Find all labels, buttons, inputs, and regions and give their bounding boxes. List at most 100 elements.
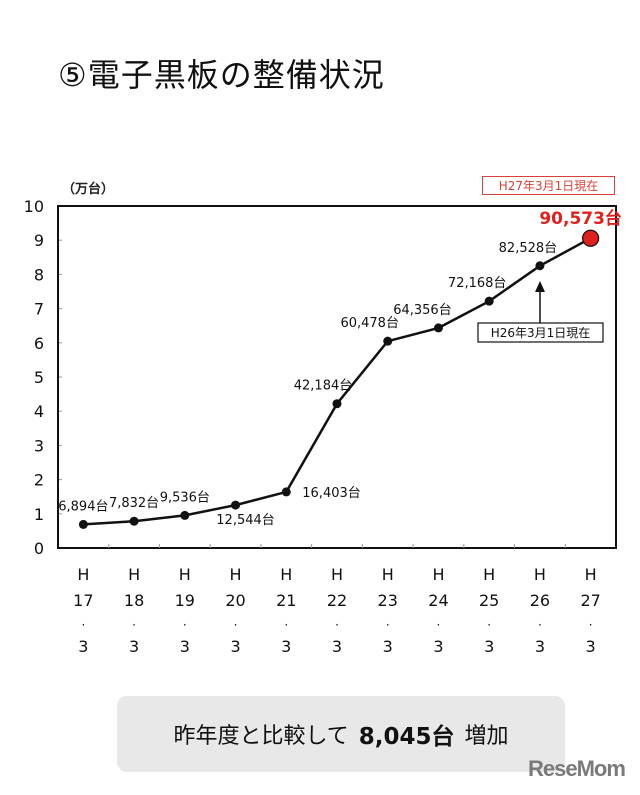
- data-point: [535, 261, 545, 271]
- svg-text:27: 27: [580, 591, 600, 610]
- data-point: [231, 500, 241, 510]
- svg-text:H: H: [483, 565, 495, 584]
- highlight-data-label: 90,573台: [539, 208, 622, 229]
- svg-text:·: ·: [81, 618, 85, 632]
- svg-text:25: 25: [479, 591, 499, 610]
- svg-text:19: 19: [175, 591, 195, 610]
- x-tick-label: H 22 · 3: [327, 565, 347, 656]
- svg-text:H: H: [585, 565, 597, 584]
- svg-text:·: ·: [335, 618, 339, 632]
- data-point: [78, 519, 88, 529]
- summary-box: 昨年度と比較して 8,045台 増加: [117, 696, 565, 772]
- svg-text:3: 3: [586, 637, 596, 656]
- arrow-up-icon: [535, 281, 545, 292]
- data-label: 6,894台: [58, 499, 108, 514]
- svg-text:H: H: [331, 565, 343, 584]
- svg-text:H: H: [179, 565, 191, 584]
- data-label: 64,356台: [393, 303, 452, 318]
- svg-text:3: 3: [332, 637, 342, 656]
- plot-frame: [57, 205, 617, 549]
- svg-text:H26年3月1日現在: H26年3月1日現在: [491, 326, 591, 340]
- svg-text:18: 18: [124, 591, 144, 610]
- data-point: [433, 323, 443, 333]
- svg-text:21: 21: [276, 591, 296, 610]
- y-tick-label: 8: [34, 265, 44, 284]
- data-point: [129, 516, 139, 526]
- svg-text:·: ·: [183, 618, 187, 632]
- y-tick-label: 6: [34, 334, 44, 353]
- y-tick-label: 4: [34, 402, 44, 421]
- x-tick-label: H 23 · 3: [378, 565, 398, 656]
- x-tick-label: H 20 · 3: [225, 565, 245, 656]
- highlight-data-point: [582, 229, 600, 247]
- data-point: [180, 510, 190, 520]
- y-tick-label: 9: [34, 231, 44, 250]
- data-label: 12,544台: [216, 513, 275, 528]
- y-tick-label: 2: [34, 471, 44, 490]
- svg-text:·: ·: [538, 618, 542, 632]
- data-label: 9,536台: [160, 490, 210, 505]
- data-label: 42,184台: [294, 379, 353, 394]
- y-tick-label: 5: [34, 368, 44, 387]
- x-tick-label: H 18 · 3: [124, 565, 144, 656]
- x-tick-label: H 27 · 3: [580, 565, 600, 656]
- data-label: 16,403台: [302, 486, 361, 501]
- previous-year-annotation: H26年3月1日現在: [477, 281, 604, 343]
- svg-text:3: 3: [129, 637, 139, 656]
- y-axis: 0 1 2 3 4 5 6 7 8 9 10: [24, 197, 62, 558]
- svg-text:23: 23: [378, 591, 398, 610]
- data-label: 7,832台: [109, 496, 159, 511]
- svg-text:H: H: [432, 565, 444, 584]
- x-tick-label: H 21 · 3: [276, 565, 296, 656]
- x-tick-label: H 26 · 3: [530, 565, 550, 656]
- data-point: [383, 336, 393, 346]
- svg-text:3: 3: [484, 637, 494, 656]
- data-point: [484, 296, 494, 306]
- data-label: 72,168台: [448, 276, 507, 291]
- resemom-logo: ReseMom: [528, 756, 626, 781]
- svg-text:H: H: [128, 565, 140, 584]
- svg-text:3: 3: [180, 637, 190, 656]
- y-tick-label: 10: [24, 197, 44, 216]
- svg-text:22: 22: [327, 591, 347, 610]
- svg-text:3: 3: [78, 637, 88, 656]
- data-point: [332, 399, 342, 409]
- svg-text:H: H: [382, 565, 394, 584]
- x-tick-label: H 25 · 3: [479, 565, 499, 656]
- x-tick-label: H 24 · 3: [428, 565, 448, 656]
- svg-text:3: 3: [433, 637, 443, 656]
- svg-text:H: H: [534, 565, 546, 584]
- x-axis-labels: H 17 · 3 H 18 · 3 H 19 · 3 H 20 · 3 H 21 · 3 H 22 · 3 H 23 · 3 H 24 · 3…: [73, 565, 601, 656]
- svg-text:·: ·: [589, 618, 593, 632]
- data-labels: 6,894台 7,832台 9,536台 12,544台 16,403台 42,184台 6…: [58, 208, 622, 528]
- svg-text:·: ·: [234, 618, 238, 632]
- svg-text:·: ·: [487, 618, 491, 632]
- svg-text:·: ·: [386, 618, 390, 632]
- summary-value: 8,045台: [358, 724, 455, 750]
- svg-text:·: ·: [437, 618, 441, 632]
- y-axis-unit-label: （万台）: [62, 182, 115, 197]
- y-tick-label: 0: [34, 539, 44, 558]
- svg-text:20: 20: [225, 591, 245, 610]
- svg-text:3: 3: [281, 637, 291, 656]
- svg-text:H: H: [77, 565, 89, 584]
- data-label: 60,478台: [340, 316, 399, 331]
- y-tick-label: 3: [34, 436, 44, 455]
- y-tick-label: 1: [34, 505, 44, 524]
- svg-text:3: 3: [383, 637, 393, 656]
- svg-text:3: 3: [535, 637, 545, 656]
- summary-prefix: 昨年度と比較して: [173, 724, 349, 749]
- svg-text:17: 17: [73, 591, 93, 610]
- svg-text:24: 24: [428, 591, 448, 610]
- y-tick-label: 7: [34, 300, 44, 319]
- data-label: 82,528台: [499, 241, 558, 256]
- x-tick-label: H 19 · 3: [175, 565, 195, 656]
- x-axis-ticks: [108, 544, 566, 548]
- svg-text:H: H: [280, 565, 292, 584]
- svg-text:H: H: [230, 565, 242, 584]
- current-date-badge: H27年3月1日現在: [482, 176, 615, 195]
- svg-text:·: ·: [284, 618, 288, 632]
- svg-text:26: 26: [530, 591, 550, 610]
- summary-suffix: 増加: [464, 724, 509, 749]
- page-title: ⑤電子黒板の整備状況: [58, 56, 385, 94]
